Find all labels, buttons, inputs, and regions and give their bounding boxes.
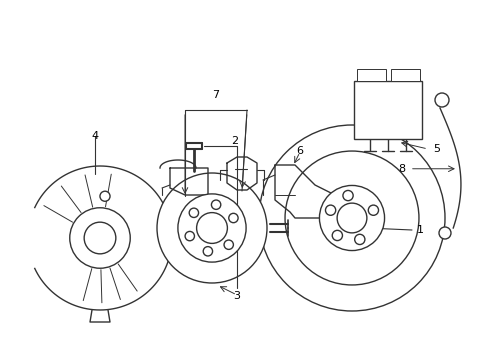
Text: 6: 6 xyxy=(296,146,303,156)
Circle shape xyxy=(259,125,444,311)
Circle shape xyxy=(325,205,335,215)
Circle shape xyxy=(224,240,233,249)
Circle shape xyxy=(367,205,378,215)
Circle shape xyxy=(319,185,384,251)
Bar xyxy=(390,69,419,81)
Circle shape xyxy=(331,230,342,240)
Text: 5: 5 xyxy=(432,144,439,154)
Circle shape xyxy=(285,151,418,285)
Circle shape xyxy=(342,190,352,201)
Circle shape xyxy=(189,208,198,217)
Circle shape xyxy=(70,208,130,268)
Circle shape xyxy=(84,222,116,254)
Circle shape xyxy=(203,247,212,256)
Circle shape xyxy=(438,227,450,239)
Circle shape xyxy=(196,213,227,243)
Circle shape xyxy=(211,200,220,210)
Text: 8: 8 xyxy=(397,164,404,174)
Text: 4: 4 xyxy=(91,131,99,141)
Text: 2: 2 xyxy=(231,136,238,146)
Circle shape xyxy=(354,234,364,244)
Circle shape xyxy=(434,93,448,107)
Circle shape xyxy=(100,191,110,201)
FancyBboxPatch shape xyxy=(353,81,421,139)
Circle shape xyxy=(336,203,366,233)
Text: 3: 3 xyxy=(233,291,240,301)
Text: 7: 7 xyxy=(212,90,219,100)
Circle shape xyxy=(178,194,245,262)
Text: 1: 1 xyxy=(416,225,423,235)
Circle shape xyxy=(228,213,238,223)
Circle shape xyxy=(185,231,194,241)
Circle shape xyxy=(157,173,266,283)
Bar xyxy=(356,69,385,81)
